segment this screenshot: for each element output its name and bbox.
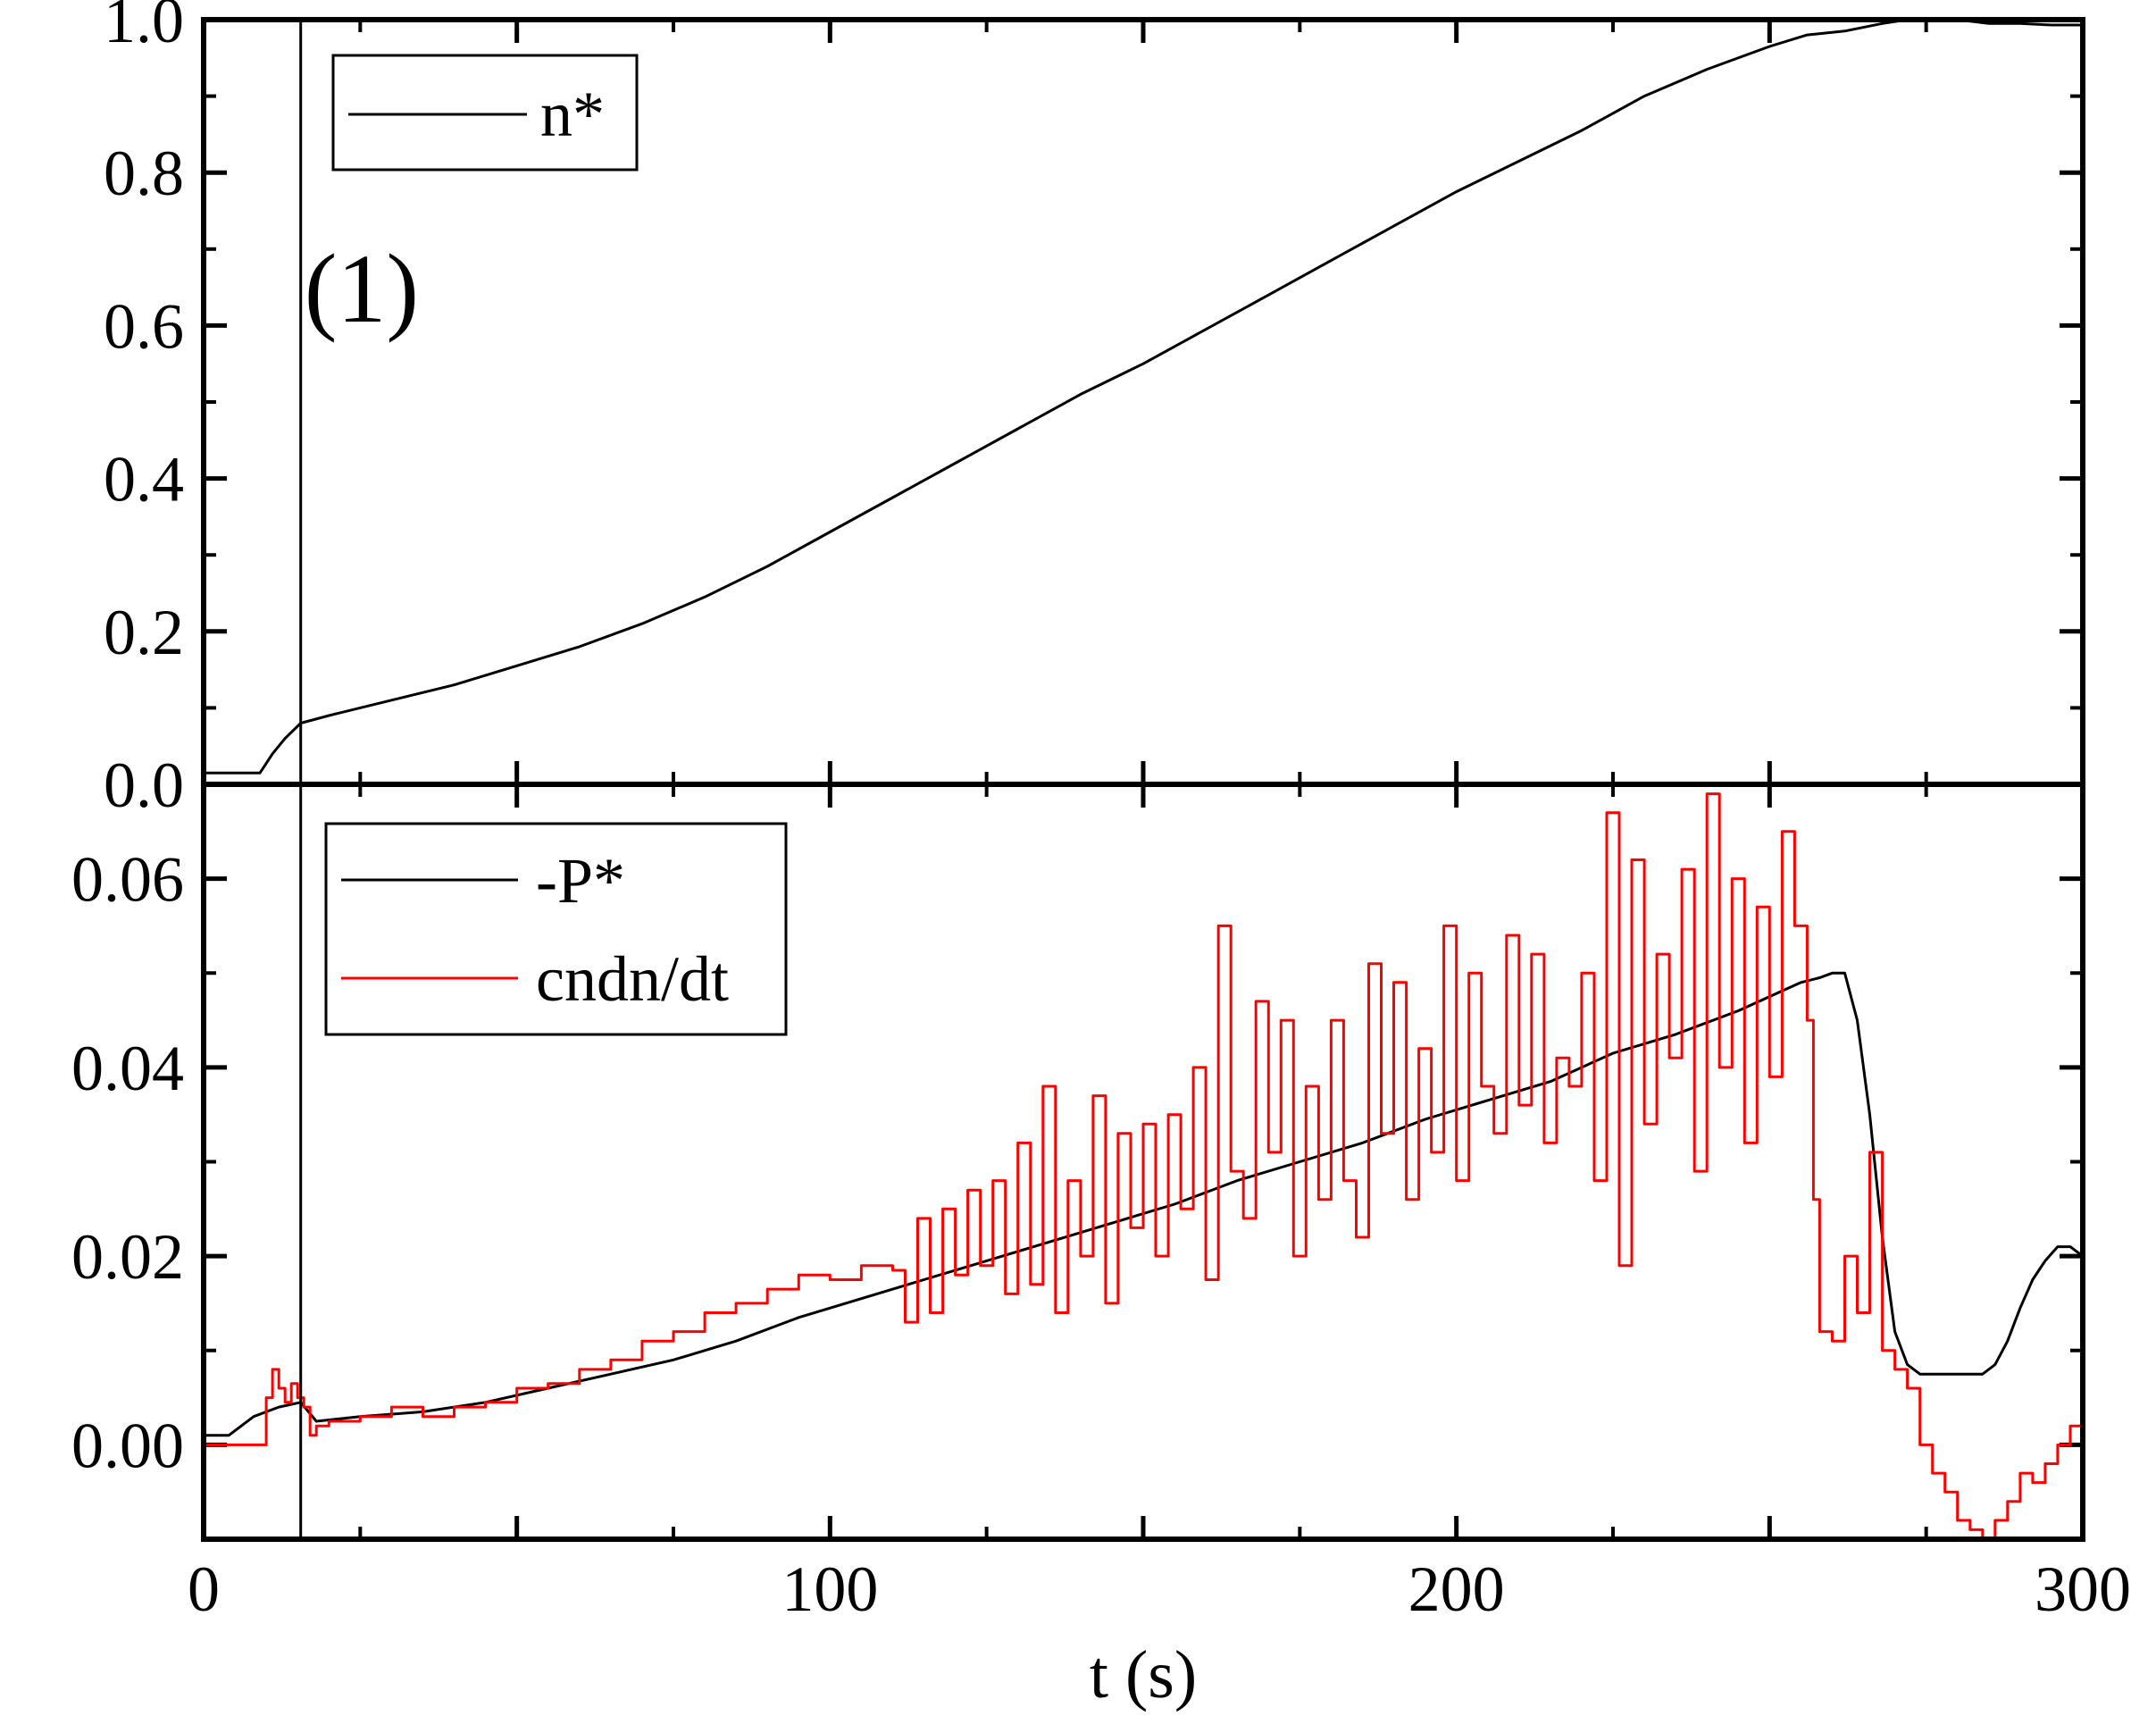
bottom-legend: -P* cndn/dt	[324, 822, 788, 1036]
bottom-series-group	[204, 792, 2083, 1539]
y-tick-label: 0.04	[71, 1033, 184, 1104]
legend-label-n-star: n*	[540, 79, 605, 150]
y-tick-label: 0.06	[71, 844, 184, 916]
legend-label-cndn-dt: cndn/dt	[536, 943, 729, 1015]
top-legend-box	[331, 54, 639, 172]
top-legend: n*	[331, 54, 639, 172]
event-annotation-label: (1)	[305, 234, 419, 343]
y-tick-label: 0.00	[71, 1410, 184, 1481]
y-tick-label: 0.02	[71, 1221, 184, 1293]
y-tick-label: 0.0	[104, 749, 184, 821]
bottom-legend-box	[324, 822, 788, 1036]
x-tick-label: 0	[188, 1553, 220, 1625]
y-tick-label: 0.6	[104, 290, 184, 362]
series-line-cndn-dt	[204, 792, 2083, 1539]
x-axis-title: t (s)	[1090, 1637, 1197, 1712]
y-tick-label: 0.8	[104, 138, 184, 209]
top-ticks: 0.0 0.2 0.4 0.6 0.8 1.0	[104, 0, 2085, 821]
y-tick-label: 1.0	[104, 0, 184, 56]
x-tick-label: 100	[781, 1553, 878, 1625]
bottom-plot-frame	[201, 782, 2085, 1542]
x-tick-label: 300	[2035, 1553, 2131, 1625]
bottom-ticks: 0.00 0.02 0.04 0.06 0 100 200 300	[71, 783, 2131, 1625]
y-tick-label: 0.2	[104, 597, 184, 668]
y-tick-label: 0.4	[104, 444, 184, 515]
x-tick-label: 200	[1408, 1553, 1505, 1625]
bottom-panel: 0.00 0.02 0.04 0.06 0 100 200 300 -P* cndn/dt	[71, 782, 2131, 1625]
legend-label-minus-p-star: -P*	[536, 845, 625, 917]
